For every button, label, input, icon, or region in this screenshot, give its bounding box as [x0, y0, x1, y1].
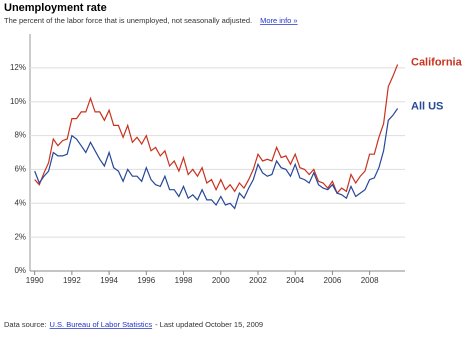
y-tick-label: 10%	[10, 97, 26, 106]
y-tick-label: 4%	[14, 198, 26, 207]
subtitle-text: The percent of the labor force that is u…	[4, 16, 252, 25]
footer-prefix: Data source:	[4, 320, 47, 329]
x-tick-label: 2002	[249, 276, 267, 285]
y-tick-label: 6%	[14, 165, 26, 174]
series-line	[34, 108, 399, 210]
x-tick-label: 1996	[137, 276, 155, 285]
more-info-link[interactable]: More info »	[260, 16, 298, 25]
x-tick-label: 2000	[212, 276, 230, 285]
x-tick-label: 2004	[286, 276, 304, 285]
y-tick-label: 2%	[14, 232, 26, 241]
series-label: All US	[411, 100, 443, 112]
footer: Data source: U.S. Bureau of Labor Statist…	[4, 320, 263, 329]
y-tick-label: 12%	[10, 63, 26, 72]
y-tick-label: 8%	[14, 131, 26, 140]
x-tick-label: 1990	[26, 276, 44, 285]
series-line	[34, 64, 399, 195]
x-tick-label: 2006	[324, 276, 342, 285]
y-tick-label: 0%	[14, 266, 26, 275]
series-label: California	[411, 56, 463, 68]
footer-updated: - Last updated October 15, 2009	[155, 320, 263, 329]
title: Unemployment rate	[4, 2, 107, 14]
source-link[interactable]: U.S. Bureau of Labor Statistics	[50, 320, 153, 329]
x-tick-label: 1994	[100, 276, 118, 285]
x-tick-label: 1992	[63, 276, 81, 285]
x-tick-label: 2008	[361, 276, 379, 285]
x-tick-label: 1998	[175, 276, 193, 285]
subtitle: The percent of the labor force that is u…	[4, 16, 298, 25]
